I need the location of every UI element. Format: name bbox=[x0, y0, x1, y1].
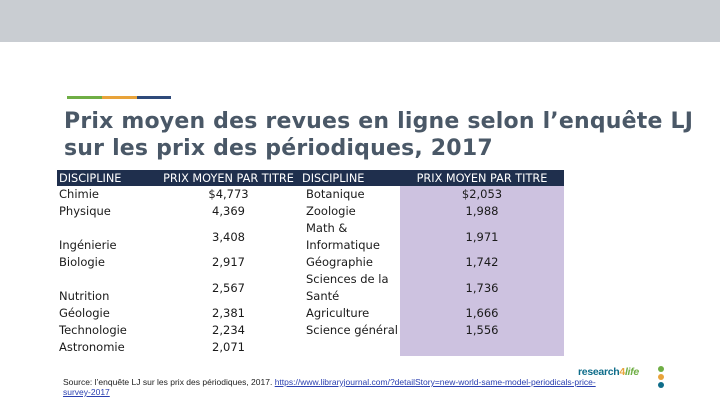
logo-text-research: research bbox=[578, 366, 620, 378]
table-row: Technologie 2,234 Science général 1,556 bbox=[57, 322, 564, 339]
cell-price: 2,234 bbox=[212, 323, 245, 337]
cell-price: 1,971 bbox=[400, 220, 564, 254]
table-row: Chimie $4,773 Botanique $2,053 bbox=[57, 186, 564, 203]
table-header-row: DISCIPLINE PRIX MOYEN PAR TITRE DISCIPLI… bbox=[57, 170, 564, 186]
cell-discipline: Sciences de la Santé bbox=[306, 272, 389, 303]
cell-discipline: Botanique bbox=[306, 187, 365, 201]
cell-price: 4,369 bbox=[212, 204, 245, 218]
cell-discipline: Science général bbox=[306, 323, 398, 337]
cell-discipline: Zoologie bbox=[306, 204, 356, 218]
cell-price: 3,408 bbox=[212, 229, 245, 244]
top-band bbox=[0, 0, 720, 42]
price-table: DISCIPLINE PRIX MOYEN PAR TITRE DISCIPLI… bbox=[57, 170, 564, 356]
cell-discipline: Physique bbox=[59, 204, 111, 218]
header-discipline-2: DISCIPLINE bbox=[300, 170, 400, 186]
table-row: Géologie 2,381 Agriculture 1,666 bbox=[57, 305, 564, 322]
table-row: Astronomie 2,071 bbox=[57, 339, 564, 356]
cell-discipline: Géographie bbox=[306, 255, 373, 269]
cell-price: 1,742 bbox=[400, 254, 564, 271]
cell-price: 2,381 bbox=[212, 306, 245, 320]
cell-price: 2,567 bbox=[212, 280, 245, 295]
accent-bar-navy bbox=[137, 96, 171, 99]
header-discipline-1: DISCIPLINE bbox=[57, 170, 157, 186]
source-prefix: Source: l’enquête LJ sur les prix des pé… bbox=[63, 377, 275, 387]
logo-text-life: life bbox=[624, 366, 639, 378]
source-link[interactable]: https://www.libraryjournal.com/?detailSt… bbox=[63, 377, 596, 397]
cell-price bbox=[400, 339, 564, 356]
logo-text: research4life bbox=[578, 366, 639, 378]
cell-price: 1,736 bbox=[400, 271, 564, 305]
cell-discipline: Math & Informatique bbox=[306, 221, 380, 252]
logo-text-4: 4 bbox=[619, 366, 625, 378]
accent-bar-green bbox=[67, 96, 102, 99]
cell-discipline: Géologie bbox=[59, 306, 110, 320]
cell-price: 1,666 bbox=[400, 305, 564, 322]
slide-title: Prix moyen des revues en ligne selon l’e… bbox=[64, 109, 694, 161]
source-note: Source: l’enquête LJ sur les prix des pé… bbox=[63, 377, 623, 397]
header-price-2: PRIX MOYEN PAR TITRE bbox=[400, 170, 564, 186]
cell-price: 1,556 bbox=[400, 322, 564, 339]
cell-price: $2,053 bbox=[400, 186, 564, 203]
cell-discipline: Technologie bbox=[59, 323, 127, 337]
cell-discipline: Ingénierie bbox=[59, 238, 117, 252]
table-row: Ingénierie 3,408 Math & Informatique 1,9… bbox=[57, 220, 564, 254]
cell-price: $4,773 bbox=[208, 187, 249, 201]
research4life-logo: research4life bbox=[578, 365, 668, 393]
cell-discipline: Astronomie bbox=[59, 340, 125, 354]
table-row: Nutrition 2,567 Sciences de la Santé 1,7… bbox=[57, 271, 564, 305]
cell-price: 2,917 bbox=[212, 255, 245, 269]
cell-price: 1,988 bbox=[400, 203, 564, 220]
cell-price: 2,071 bbox=[212, 340, 245, 354]
cell-discipline: Chimie bbox=[59, 187, 99, 201]
logo-dots-icon bbox=[658, 366, 664, 388]
accent-bar-orange bbox=[102, 96, 137, 99]
cell-discipline bbox=[300, 339, 400, 356]
cell-discipline: Biologie bbox=[59, 255, 105, 269]
cell-discipline: Agriculture bbox=[306, 306, 370, 320]
header-price-1: PRIX MOYEN PAR TITRE bbox=[157, 170, 300, 186]
table-row: Physique 4,369 Zoologie 1,988 bbox=[57, 203, 564, 220]
cell-discipline: Nutrition bbox=[59, 289, 110, 303]
table-row: Biologie 2,917 Géographie 1,742 bbox=[57, 254, 564, 271]
